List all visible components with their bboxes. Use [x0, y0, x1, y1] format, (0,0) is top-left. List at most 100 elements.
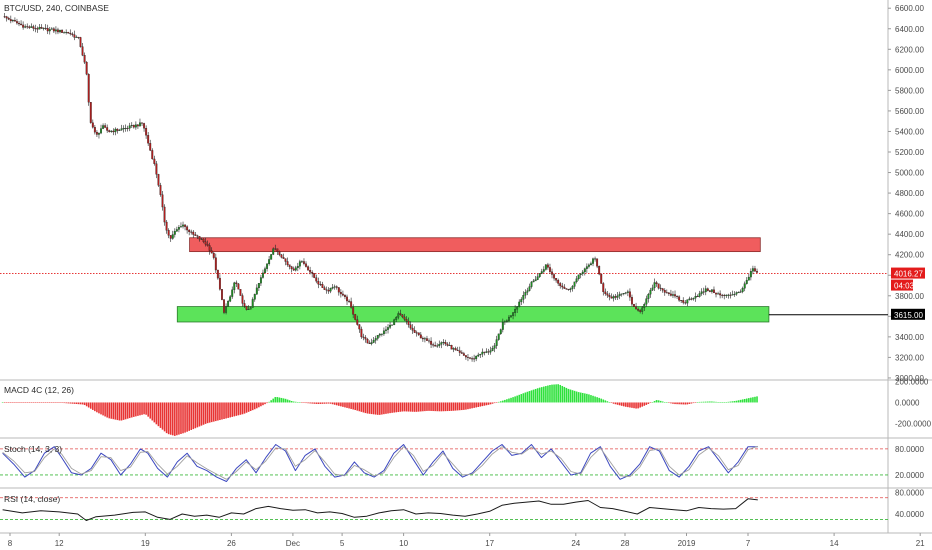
macd-bar	[75, 402, 78, 404]
candle-body	[692, 297, 695, 300]
candle-body	[688, 298, 691, 300]
candle-body	[73, 34, 76, 38]
macd-bar	[98, 402, 100, 414]
macd-bar	[350, 402, 352, 409]
candle-body	[733, 293, 736, 295]
macd-bar	[700, 401, 703, 403]
macd-bar	[711, 401, 713, 403]
macd-bar	[643, 402, 646, 406]
candle-body	[352, 307, 355, 315]
candle-body	[536, 276, 539, 280]
macd-bar	[313, 402, 316, 404]
candle-body	[682, 300, 685, 303]
macd-bar	[147, 402, 149, 417]
macd-bar	[584, 393, 586, 403]
candle-body	[204, 241, 207, 245]
candle-body	[40, 27, 43, 29]
macd-bar	[81, 402, 84, 405]
candle-body	[145, 128, 148, 136]
candle-body	[344, 295, 346, 298]
macd-bar	[393, 402, 395, 413]
macd-bar	[678, 402, 680, 405]
macd-bar	[344, 402, 346, 408]
macd-bar	[112, 402, 115, 420]
macd-bar	[452, 402, 455, 411]
macd-bar	[676, 402, 678, 405]
macd-bar	[16, 402, 18, 403]
candle-body	[356, 319, 359, 325]
macd-bar	[731, 401, 734, 403]
candle-body	[110, 130, 113, 132]
macd-bar	[358, 402, 361, 412]
macd-bar	[379, 402, 381, 415]
candle-body	[7, 17, 10, 20]
candle-body	[253, 294, 256, 300]
candle-body	[575, 278, 578, 283]
candle-body	[368, 342, 371, 344]
candle-body	[526, 290, 529, 293]
macd-bar	[198, 402, 201, 427]
macd-bar	[65, 402, 67, 404]
macd-bar	[61, 402, 63, 403]
macd-bar	[422, 402, 424, 412]
price-tick-label: 3400.00	[895, 333, 924, 342]
macd-bar	[122, 402, 125, 420]
candle-body	[413, 330, 416, 333]
candle-body	[751, 268, 754, 272]
macd-bar	[290, 400, 293, 403]
macd-bar	[579, 392, 582, 403]
candle-body	[594, 258, 597, 260]
candle-body	[198, 236, 201, 240]
macd-bar	[206, 402, 209, 424]
macd-bar	[307, 402, 309, 404]
candle-body	[649, 289, 652, 295]
macd-bar	[506, 399, 508, 403]
candle-body	[657, 283, 660, 289]
macd-bar	[596, 397, 598, 403]
macd-bar	[274, 397, 277, 403]
macd-bar	[245, 402, 248, 413]
macd-bar	[549, 385, 551, 403]
macd-bar	[137, 402, 139, 416]
macd-bar	[733, 401, 736, 403]
candle-body	[264, 268, 266, 274]
macd-bar	[430, 402, 432, 411]
stoch-title: Stoch (14, 3, 3)	[4, 444, 62, 454]
candle-body	[218, 277, 221, 290]
candle-body	[5, 16, 8, 19]
macd-bar	[294, 401, 297, 403]
candle-body	[616, 295, 619, 298]
macd-bar	[278, 397, 281, 403]
macd-bar	[684, 402, 687, 405]
macd-bar	[448, 402, 451, 411]
candle-body	[430, 340, 433, 345]
candle-body	[401, 314, 404, 318]
candle-body	[739, 291, 742, 293]
candle-body	[257, 282, 260, 289]
macd-bar	[588, 394, 590, 403]
macd-bar	[471, 402, 473, 409]
candle-body	[175, 229, 178, 232]
candle-body	[602, 283, 605, 293]
candle-body	[278, 251, 281, 255]
macd-bar	[610, 402, 613, 403]
macd-bar	[569, 389, 572, 403]
candle-body	[510, 315, 512, 318]
candle-body	[561, 285, 564, 288]
macd-bar	[272, 398, 275, 403]
macd-bar	[354, 402, 357, 411]
macd-bar	[28, 402, 31, 403]
candle-body	[28, 26, 31, 28]
candle-body	[565, 288, 568, 290]
candle-body	[26, 26, 29, 28]
candle-body	[487, 351, 490, 353]
candle-body	[112, 130, 115, 133]
macd-bar	[606, 401, 609, 403]
macd-bar	[229, 402, 231, 418]
candle-body	[663, 290, 666, 293]
candle-body	[167, 230, 170, 236]
macd-bar	[575, 391, 578, 403]
macd-bar	[692, 402, 695, 404]
candle-body	[483, 351, 486, 353]
